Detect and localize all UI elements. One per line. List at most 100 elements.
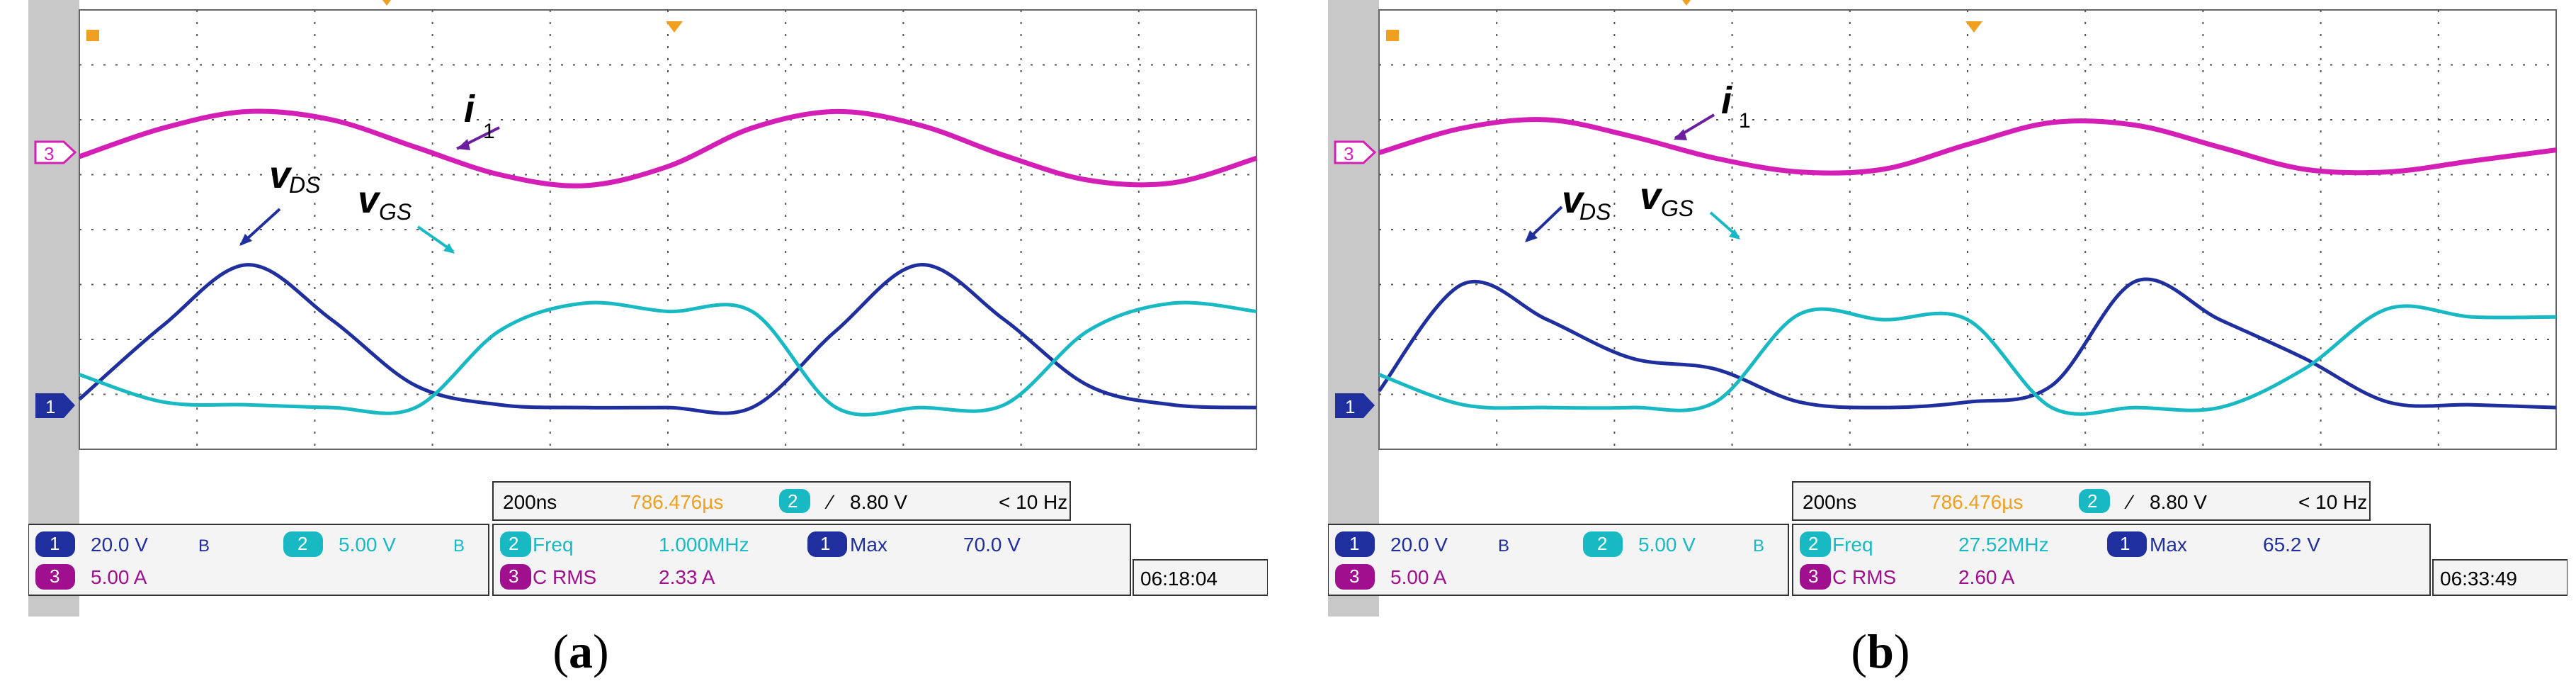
svg-text:C RMS: C RMS [533, 566, 596, 588]
svg-text:2: 2 [788, 490, 798, 512]
svg-text:1: 1 [1349, 533, 1359, 554]
timebase-box: 200ns 786.476µs 2 ∕ 8.80 V < 10 Hz [1792, 481, 2371, 521]
svg-text:200ns: 200ns [503, 491, 557, 513]
measurement-box: 2 Freq 27.52MHz 3 C RMS 2.60 A 1 Max 65.… [1792, 524, 2431, 596]
svg-text:DS: DS [289, 172, 320, 198]
svg-text:< 10 Hz: < 10 Hz [2298, 491, 2367, 513]
svg-text:v: v [1640, 175, 1663, 218]
trace-vgs [1378, 304, 2557, 416]
trigger-position-marker [86, 30, 99, 41]
annotation-vds: v DS [239, 154, 320, 246]
svg-text:C RMS: C RMS [1832, 566, 1896, 588]
svg-text:2: 2 [297, 533, 307, 554]
svg-text:27.52MHz: 27.52MHz [1958, 534, 2049, 556]
svg-text:1: 1 [1739, 109, 1751, 133]
svg-text:1: 1 [50, 533, 59, 554]
trace-i1 [1378, 117, 2557, 176]
ch1-ground-marker: 1 [1335, 393, 1375, 418]
svg-text:v: v [269, 154, 293, 196]
svg-text:70.0 V: 70.0 V [963, 534, 1021, 556]
waveform-traces [78, 108, 1257, 417]
trigger-point-marker [1965, 21, 1982, 33]
trigger-top-marker [1682, 0, 1691, 6]
svg-text:786.476µs: 786.476µs [630, 491, 723, 513]
svg-text:8.80 V: 8.80 V [2150, 491, 2207, 513]
waveform-traces [1378, 117, 2557, 416]
svg-text:20.0 V: 20.0 V [91, 534, 148, 556]
svg-text:i: i [1721, 79, 1732, 122]
svg-text:< 10 Hz: < 10 Hz [999, 491, 1067, 513]
svg-text:3: 3 [50, 565, 59, 587]
svg-text:3: 3 [44, 143, 54, 164]
ch3-ground-marker: 3 [34, 140, 77, 164]
svg-text:5.00 V: 5.00 V [1638, 534, 1696, 556]
svg-text:B: B [198, 536, 210, 556]
svg-text:5.00 V: 5.00 V [339, 534, 396, 556]
svg-text:Max: Max [850, 534, 887, 556]
svg-text:1: 1 [1345, 396, 1355, 417]
ch3-ground-marker: 3 [1334, 140, 1377, 164]
svg-text:1: 1 [2120, 533, 2130, 554]
svg-text:786.476µs: 786.476µs [1930, 491, 2023, 513]
scope-bezel-left [28, 0, 79, 617]
svg-text:8.80 V: 8.80 V [850, 491, 907, 513]
trace-i1 [78, 108, 1257, 188]
trigger-point-marker [666, 21, 683, 33]
svg-text:5.00 A: 5.00 A [91, 566, 147, 588]
timebase-box: 200ns 786.476µs 2 ∕ 8.80 V < 10 Hz [492, 481, 1071, 521]
svg-text:5.00 A: 5.00 A [1390, 566, 1447, 588]
svg-text:Max: Max [2150, 534, 2187, 556]
svg-text:2: 2 [1808, 533, 1818, 554]
svg-text:B: B [1753, 536, 1764, 556]
svg-text:3: 3 [1344, 143, 1354, 164]
panel-b-label: (b) [1851, 624, 1910, 678]
svg-text:i: i [464, 88, 475, 130]
svg-text:3: 3 [1808, 565, 1818, 587]
measurement-box: 2 Freq 1.000MHz 3 C RMS 2.33 A 1 Max 70.… [492, 524, 1131, 596]
trigger-top-marker [382, 0, 391, 6]
trace-vds [1378, 277, 2557, 410]
svg-text:GS: GS [1661, 196, 1693, 221]
panel-a-label: (a) [552, 624, 609, 678]
ch1-ground-marker: 1 [35, 393, 75, 418]
graticule [1379, 10, 2556, 449]
svg-text:3: 3 [509, 565, 518, 587]
channel-scale-box: 1 20.0 V B 2 5.00 V B 3 5.00 A [1328, 524, 1789, 596]
trigger-position-marker [1386, 30, 1399, 41]
timestamp-box: 06:33:49 [2432, 559, 2568, 596]
annotation-vgs: v GS [1640, 175, 1740, 240]
svg-text:1.000MHz: 1.000MHz [659, 534, 749, 556]
svg-text:Freq: Freq [533, 534, 574, 556]
svg-text:2: 2 [1597, 533, 1607, 554]
svg-text:2.33 A: 2.33 A [659, 566, 715, 588]
svg-text:Freq: Freq [1832, 534, 1873, 556]
svg-text:06:33:49: 06:33:49 [2440, 568, 2517, 590]
timestamp-box: 06:18:04 [1133, 559, 1268, 596]
svg-text:v: v [358, 179, 381, 221]
svg-text:DS: DS [1579, 199, 1611, 225]
svg-text:20.0 V: 20.0 V [1390, 534, 1448, 556]
svg-text:1: 1 [820, 533, 830, 554]
svg-text:GS: GS [379, 199, 412, 225]
scope-panel-b: 3 1 i 1 v DS v GS 200ns 786.476µs 2 ∕ 8.… [1328, 0, 2568, 617]
scope-bezel-left [1328, 0, 1379, 617]
svg-text:2: 2 [2087, 490, 2097, 512]
svg-text:1: 1 [45, 396, 55, 417]
svg-text:v: v [1562, 179, 1585, 221]
svg-text:B: B [1498, 536, 1509, 556]
annotation-vds: v DS [1525, 179, 1611, 242]
graticule [79, 10, 1256, 449]
svg-text:2: 2 [509, 533, 518, 554]
trace-vgs [79, 300, 1257, 417]
svg-text:1: 1 [483, 120, 495, 143]
svg-text:200ns: 200ns [1803, 491, 1856, 513]
annotation-i1: i 1 [456, 88, 500, 150]
annotation-vgs: v GS [358, 179, 455, 254]
channel-scale-box: 1 20.0 V B 2 5.00 V B 3 5.00 A [28, 524, 489, 596]
svg-text:2.60 A: 2.60 A [1958, 566, 2015, 588]
annotation-i1: i 1 [1674, 79, 1751, 140]
svg-text:06:18:04: 06:18:04 [1140, 568, 1218, 590]
svg-text:65.2 V: 65.2 V [2263, 534, 2320, 556]
svg-text:B: B [453, 536, 465, 556]
svg-text:3: 3 [1349, 565, 1359, 587]
